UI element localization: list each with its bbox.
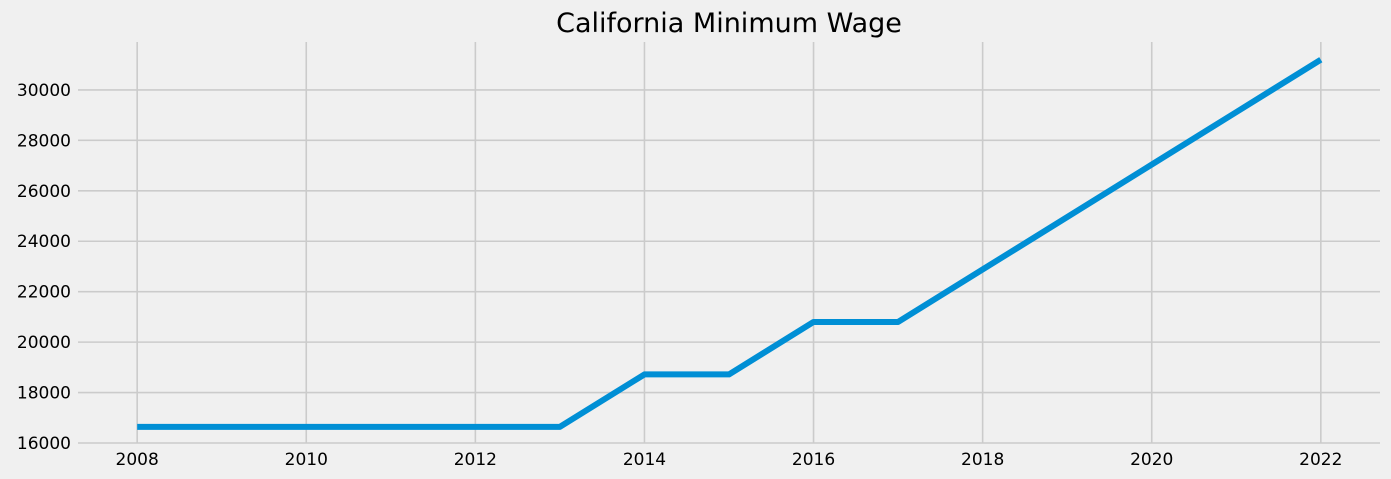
y-tick-label: 26000 [17,182,71,202]
x-tick-label: 2008 [116,450,159,470]
grid [78,42,1380,444]
y-tick-label: 28000 [17,131,71,151]
chart-title: California Minimum Wage [556,8,902,39]
y-tick-label: 24000 [17,232,71,252]
x-tick-label: 2022 [1299,450,1342,470]
x-tick-label: 2012 [454,450,497,470]
x-tick-label: 2018 [961,450,1004,470]
x-axis-ticks: 2008 2010 2012 2014 2016 2018 2020 2022 [116,450,1343,470]
y-axis-ticks: 16000 18000 20000 22000 24000 26000 28000 30000 [17,81,71,454]
x-tick-label: 2014 [623,450,666,470]
series-line [137,57,1323,430]
y-tick-label: 18000 [17,384,71,404]
y-tick-label: 22000 [17,283,71,303]
x-tick-label: 2010 [285,450,328,470]
y-tick-label: 30000 [17,81,71,101]
y-tick-label: 20000 [17,333,71,353]
x-tick-label: 2016 [792,450,835,470]
series-group [137,57,1323,430]
x-tick-label: 2020 [1130,450,1173,470]
y-tick-label: 16000 [17,434,71,454]
